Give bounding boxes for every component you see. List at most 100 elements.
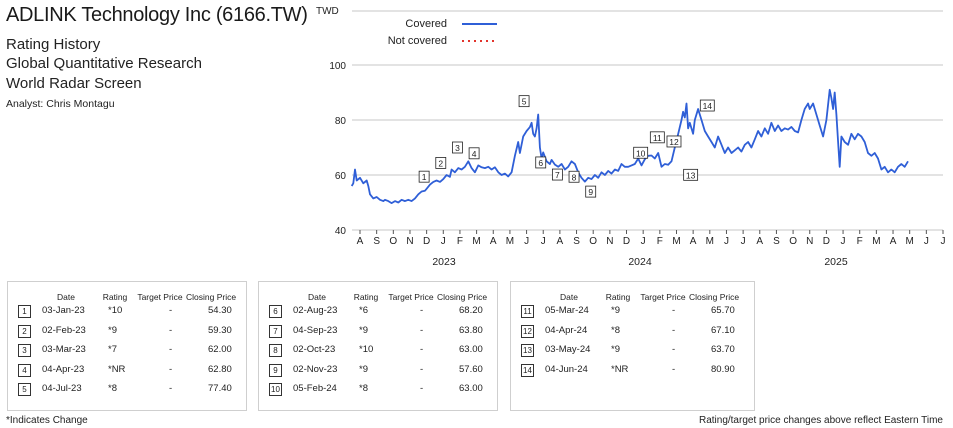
year-label: 2023 [432,256,456,268]
table-header-close: Closing Price [186,292,237,302]
row-number-box: 10 [269,383,282,396]
cell-date: 02-Nov-23 [293,363,338,375]
analyst-name: Analyst: Chris Montagu [6,98,115,110]
x-tick-label: A [357,236,364,247]
row-number-box: 5 [18,383,31,396]
cell-target: - [420,324,424,336]
cell-target: - [169,383,173,394]
x-tick-label: M [872,236,880,247]
cell-target: - [420,305,424,316]
x-tick-label: J [641,236,646,247]
cell-rating: *9 [359,363,368,375]
cell-close: 62.80 [208,363,232,375]
rating-marker [435,157,447,169]
cell-rating: *9 [611,305,620,316]
table-header-rating: Rating [102,292,128,302]
x-tick-label: A [690,236,697,247]
x-tick-label: J [541,236,546,247]
rating-marker [551,168,563,181]
x-tick-label: J [741,236,746,247]
table-row: 10 05-Feb-24 *8 - 63.00 [259,382,497,402]
cell-rating: *8 [108,383,117,394]
x-tick-label: F [857,236,863,247]
table-header-target: Target Price [640,292,686,302]
cell-rating: *9 [359,324,368,336]
cell-target: - [672,344,676,355]
x-tick-label: D [823,236,830,247]
rating-marker-label: 8 [572,172,577,182]
cell-close: 63.70 [711,344,735,355]
rating-marker [683,168,699,181]
cell-rating: *NR [611,363,629,375]
cell-target: - [672,324,676,336]
rating-marker-label: 11 [653,133,662,143]
table-header-close: Closing Price [689,292,740,302]
cell-date: 04-Jul-23 [42,383,82,394]
rating-marker [699,99,715,112]
table-row: 5 04-Jul-23 *8 - 77.40 [8,382,246,402]
cell-target: - [169,324,173,336]
x-tick-label: O [389,236,397,247]
rating-marker-label: 3 [455,143,460,153]
cell-date: 04-Sep-23 [293,324,338,336]
cell-date: 03-Mar-23 [42,344,86,355]
cell-rating: *10 [359,344,374,355]
rating-marker-label: 12 [669,137,679,147]
cell-rating: *10 [108,305,123,316]
row-number-box: 6 [269,305,282,318]
x-tick-label: A [557,236,564,247]
x-tick-label: O [589,236,597,247]
table-header-target: Target Price [388,292,434,302]
x-tick-label: A [756,236,763,247]
cell-rating: *NR [108,363,126,375]
table-row: 9 02-Nov-23 *9 - 57.60 [259,363,497,383]
x-tick-label: J [441,236,446,247]
cell-date: 04-Apr-23 [42,363,85,375]
cell-target: - [672,305,676,316]
rating-marker [633,146,649,159]
x-tick-label: M [906,236,914,247]
x-tick-label: M [472,236,480,247]
cell-target: - [672,363,676,375]
table-row: 8 02-Oct-23 *10 - 63.00 [259,343,497,363]
rating-marker-label: 4 [472,149,477,159]
cell-close: 62.00 [208,344,232,355]
row-number-box: 1 [18,305,31,318]
y-tick-label: 40 [335,226,347,237]
cell-close: 68.20 [459,305,483,316]
x-tick-label: M [506,236,514,247]
year-label: 2024 [628,256,652,268]
rating-marker-label: 2 [438,158,443,168]
x-tick-label: S [773,236,780,247]
subtitle-screen: World Radar Screen [6,75,142,92]
row-number-box: 4 [18,363,31,377]
series-line-covered [350,88,909,204]
cell-date: 04-Apr-24 [545,324,588,336]
cell-rating: *7 [108,344,117,355]
x-tick-label: S [573,236,580,247]
rating-table: Date Rating Target Price Closing Price 6 02-A… [258,281,498,411]
cell-date: 05-Feb-24 [293,383,337,394]
rating-marker [568,170,580,183]
row-number-box: 8 [269,344,282,357]
rating-marker-label: 13 [686,170,696,180]
cell-close: 63.80 [459,324,483,336]
table-row: 13 03-May-24 *9 - 63.70 [511,343,754,363]
footnote-right: Rating/target price changes above reflec… [698,415,943,426]
cell-close: 57.60 [459,363,483,375]
y-tick-label: 100 [329,61,346,72]
x-tick-label: O [789,236,797,247]
x-tick-label: J [524,236,529,247]
table-header-date: Date [57,292,75,302]
legend-not-covered-label: Not covered [388,35,447,47]
x-tick-label: N [806,236,813,247]
cell-date: 03-Jan-23 [42,305,85,316]
rating-marker-label: 6 [538,158,543,168]
table-row: 1 03-Jan-23 *10 - 54.30 [8,304,246,324]
cell-close: 77.40 [208,383,232,394]
rating-marker [535,156,547,169]
rating-table: Date Rating Target Price Closing Price 11 05-… [510,281,755,411]
row-number-box: 3 [18,344,31,357]
row-number-box: 9 [269,363,282,377]
cell-date: 02-Aug-23 [293,305,338,316]
